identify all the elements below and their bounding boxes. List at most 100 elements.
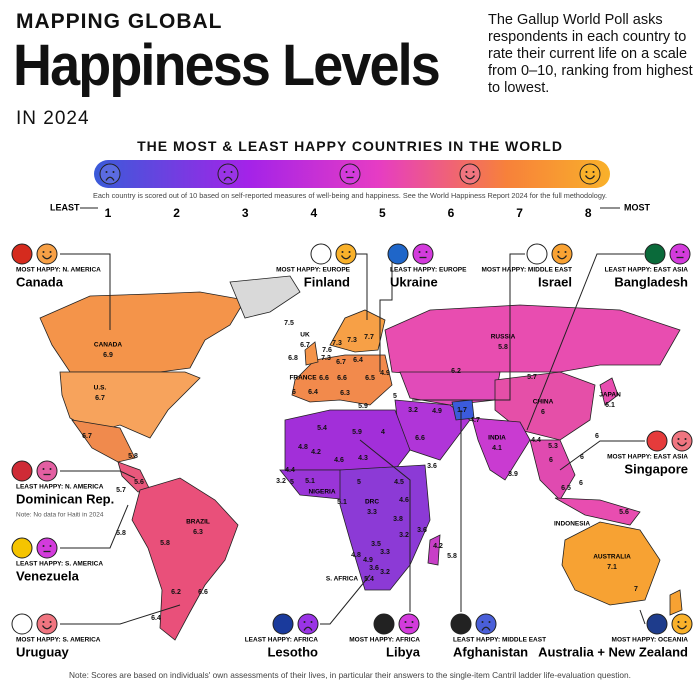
country-score: 6.6	[198, 589, 208, 596]
eye	[481, 621, 484, 623]
country-score: 4.3	[358, 455, 368, 462]
face-icon	[412, 243, 434, 265]
country-score: 6	[595, 433, 599, 440]
country-score: 6	[580, 454, 584, 461]
eye	[465, 171, 468, 173]
country-score: 5.3	[548, 443, 558, 450]
country-score: 4.4	[531, 437, 541, 444]
map-shapes	[39, 275, 683, 641]
country-name: NIGERIA	[308, 489, 335, 496]
country-score: 4.9	[432, 408, 442, 415]
face-icon	[36, 537, 58, 559]
europe	[291, 354, 393, 406]
callout-country: Dominican Rep.	[16, 491, 114, 506]
mouth	[223, 176, 233, 181]
country-score: 5.1	[337, 499, 347, 506]
eye	[42, 251, 45, 253]
eye	[557, 251, 560, 253]
country-score: 4.5	[394, 479, 404, 486]
country-score: 6	[541, 409, 545, 416]
country-score: 5.4	[364, 576, 374, 583]
mouth	[676, 625, 688, 630]
scandinavia	[329, 309, 386, 353]
description: The Gallup World Poll asks respondents i…	[488, 12, 693, 96]
se-asia	[529, 439, 576, 501]
eye	[488, 621, 491, 623]
eye	[49, 468, 52, 470]
eye	[345, 171, 348, 173]
country-name: BRAZIL	[186, 519, 210, 526]
scale-tick: 1	[105, 206, 112, 220]
eye	[684, 438, 687, 440]
eye	[585, 171, 588, 173]
country-score: 7.7	[364, 334, 374, 341]
country-score: 4.4	[285, 467, 295, 474]
callout-country: Finland	[304, 274, 350, 289]
country-score: 7.3	[347, 337, 357, 344]
country-name: INDIA	[488, 435, 506, 442]
face-icon	[297, 613, 319, 635]
eye	[684, 621, 687, 623]
callout-label: MOST HAPPY: N. AMERICA	[16, 267, 101, 274]
country-score: 4.9	[380, 370, 390, 377]
face-icon	[671, 430, 693, 452]
callout-label: MOST HAPPY: EAST ASIA	[607, 454, 688, 461]
country-score: 4.8	[298, 444, 308, 451]
scale-tick: 3	[242, 206, 249, 220]
country-score: 5	[393, 393, 397, 400]
country-score: 5.1	[305, 478, 315, 485]
country-score: 5.8	[498, 344, 508, 351]
eye	[472, 171, 475, 173]
country-score: 6.1	[605, 402, 615, 409]
country-score: 6	[579, 480, 583, 487]
leader-line	[639, 609, 646, 625]
flag-icon	[272, 613, 294, 635]
callout-country: Australia + New Zealand	[538, 644, 688, 659]
face-icon	[459, 163, 481, 185]
eye	[49, 251, 52, 253]
callout-country: Venezuela	[16, 568, 80, 583]
eye	[112, 171, 115, 173]
flag-icon	[11, 243, 33, 265]
country-score: 1.7	[457, 407, 467, 414]
most-label: MOST	[624, 202, 651, 212]
country-score: 3.2	[408, 407, 418, 414]
eye	[49, 545, 52, 547]
country-name: RUSSIA	[491, 334, 516, 341]
face-icon	[475, 613, 497, 635]
country-score: 3.3	[380, 549, 390, 556]
country-score: 6.3	[193, 529, 203, 536]
mexico	[71, 419, 136, 463]
country-score: 6.5	[365, 375, 375, 382]
face-icon	[579, 163, 601, 185]
eye	[223, 171, 226, 173]
scale-tick: 5	[379, 206, 386, 220]
eye	[677, 438, 680, 440]
callout-country: Ukraine	[390, 274, 438, 289]
mouth	[481, 626, 491, 631]
country-score: 6.7	[336, 359, 346, 366]
greenland	[229, 275, 301, 319]
country-score: 6.6	[415, 435, 425, 442]
country-score: 3.6	[417, 527, 427, 534]
face-icon	[36, 613, 58, 635]
country-score: 6.4	[151, 615, 161, 622]
country-score: 4.6	[399, 497, 409, 504]
face-icon	[551, 243, 573, 265]
callout-label: LEAST HAPPY: MIDDLE EAST	[453, 637, 546, 644]
eye	[230, 171, 233, 173]
south-america	[131, 477, 239, 641]
new-zealand	[669, 589, 683, 616]
country-score: 7.6	[322, 347, 332, 354]
least-label: LEAST	[50, 202, 80, 212]
russia	[384, 304, 681, 377]
flag-icon	[11, 460, 33, 482]
indonesia	[554, 497, 641, 526]
country-score: 5.6	[619, 509, 629, 516]
country-score: 5	[290, 479, 294, 486]
eye	[418, 251, 421, 253]
country-score: 3.2	[380, 569, 390, 576]
country-score: 6.6	[337, 375, 347, 382]
